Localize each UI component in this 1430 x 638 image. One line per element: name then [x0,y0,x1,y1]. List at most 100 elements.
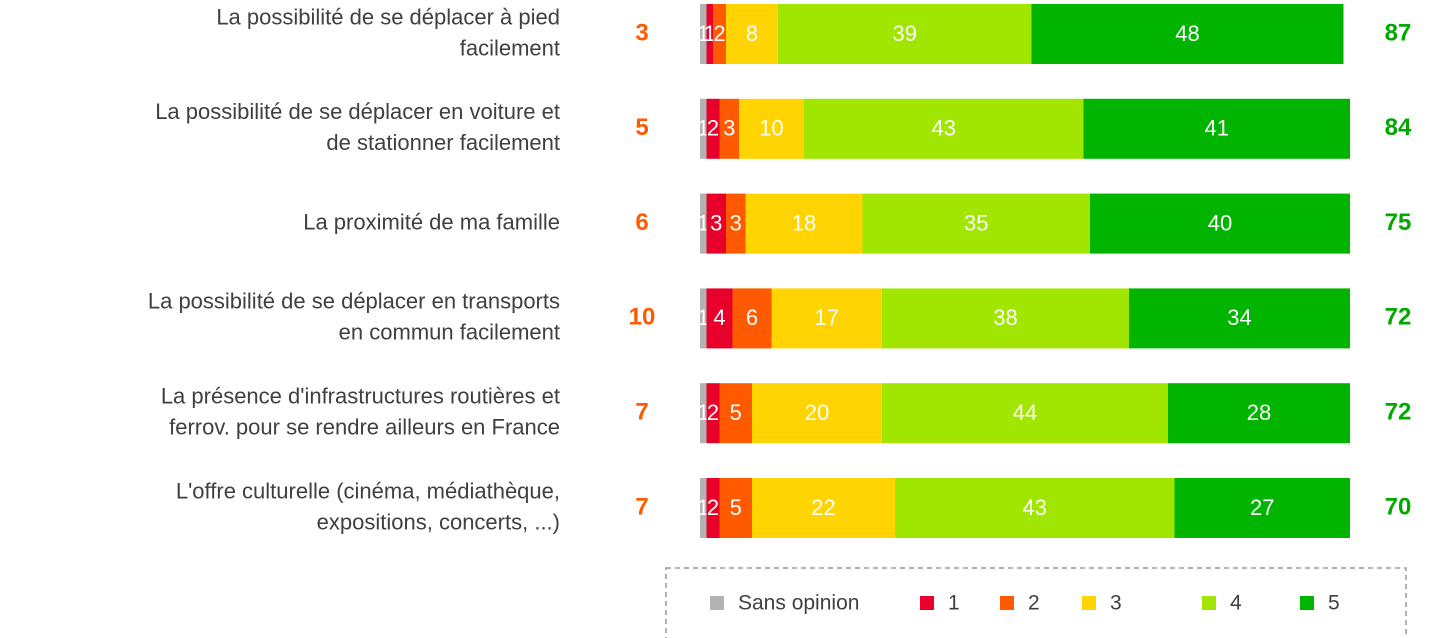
segment-label: 39 [893,21,917,46]
legend-swatch [920,596,934,610]
bar-segment [778,4,1032,64]
segment-label: 41 [1205,116,1229,141]
legend-box [665,567,1407,638]
segment-label: 38 [993,305,1017,330]
right-total: 70 [1385,493,1412,520]
bar-segment [700,383,707,444]
bar-segment [771,288,882,349]
legend-swatch [1300,596,1314,610]
bar-segment [752,383,882,444]
bar-segment [726,193,746,254]
category-label: ferrov. pour se rendre ailleurs en Franc… [169,415,560,440]
left-total: 3 [635,19,648,46]
bar-segment [700,98,707,159]
left-total: 5 [635,114,648,141]
bar-segment [719,383,752,444]
bar-segment [745,193,863,254]
left-total: 7 [635,493,648,520]
right-total: 72 [1385,399,1412,426]
right-total: 72 [1385,304,1412,331]
left-total: 10 [629,304,656,331]
legend-label: Sans opinion [738,592,859,615]
segment-label: 28 [1247,400,1271,425]
bar-segment [1129,288,1350,349]
category-label: facilement [460,35,560,60]
bar-segment [700,288,707,349]
left-total: 7 [635,399,648,426]
bar-segment [895,478,1175,538]
category-label: de stationner facilement [326,130,560,155]
bar-segment [752,478,895,538]
bar-segment [726,4,778,64]
segment-label: 18 [792,210,816,235]
bar-segment [719,98,739,159]
segment-label: 2 [707,495,719,520]
segment-label: 48 [1175,21,1199,46]
segment-label: 1 [704,21,716,46]
segment-label: 44 [1013,400,1037,425]
legend-swatch [1082,596,1096,610]
bar-segment [700,193,707,254]
segment-label: 35 [964,210,988,235]
segment-label: 27 [1250,495,1274,520]
segment-label: 3 [710,210,722,235]
segment-label: 6 [746,305,758,330]
left-total: 6 [635,209,648,236]
legend-swatch [710,596,724,610]
segment-label: 1 [697,400,709,425]
bar-segment [719,478,752,538]
bar-segment [804,98,1084,159]
bar-segment [706,4,713,64]
legend-label: 5 [1328,592,1340,615]
right-total: 84 [1385,114,1412,141]
bar-segment [1174,478,1350,538]
bar-segment [706,288,733,349]
right-total: 75 [1385,209,1412,236]
segment-label: 43 [1023,495,1047,520]
segment-label: 5 [730,495,742,520]
bar-segment [700,4,707,64]
category-label: en commun facilement [339,320,560,345]
legend-swatch [1202,596,1216,610]
category-label: La possibilité de se déplacer à pied [216,4,560,29]
segment-label: 40 [1208,210,1232,235]
legend-label: 3 [1110,592,1122,615]
category-label: expositions, concerts, ...) [317,509,560,534]
legend-label: 4 [1230,592,1242,615]
category-label: La proximité de ma famille [303,209,560,234]
right-total: 87 [1385,19,1412,46]
bar-segment [706,98,720,159]
bar-segment [882,288,1129,349]
segment-label: 4 [713,305,725,330]
bar-segment [706,478,720,538]
segment-label: 17 [815,305,839,330]
bar-segment [1083,98,1350,159]
segment-label: 1 [697,305,709,330]
segment-label: 1 [697,495,709,520]
bar-segment [700,478,707,538]
segment-label: 20 [805,400,829,425]
bar-segment [732,288,772,349]
segment-label: 43 [932,116,956,141]
segment-label: 2 [713,21,725,46]
category-label: La possibilité de se déplacer en voiture… [155,99,560,124]
segment-label: 1 [697,116,709,141]
bar-segment [706,193,726,254]
bar-segment [882,383,1168,444]
category-label: L'offre culturelle (cinéma, médiathèque, [176,478,560,503]
category-label: La possibilité de se déplacer en transpo… [148,289,560,314]
segment-label: 3 [730,210,742,235]
bar-segment [713,4,726,64]
bar-segment [1031,4,1344,64]
segment-label: 22 [811,495,835,520]
segment-label: 2 [707,400,719,425]
legend-label: 1 [948,592,960,615]
segment-label: 5 [730,400,742,425]
bar-segment [739,98,804,159]
bar-segment [1090,193,1350,254]
segment-label: 3 [723,116,735,141]
legend-label: 2 [1028,592,1040,615]
bar-segment [862,193,1090,254]
